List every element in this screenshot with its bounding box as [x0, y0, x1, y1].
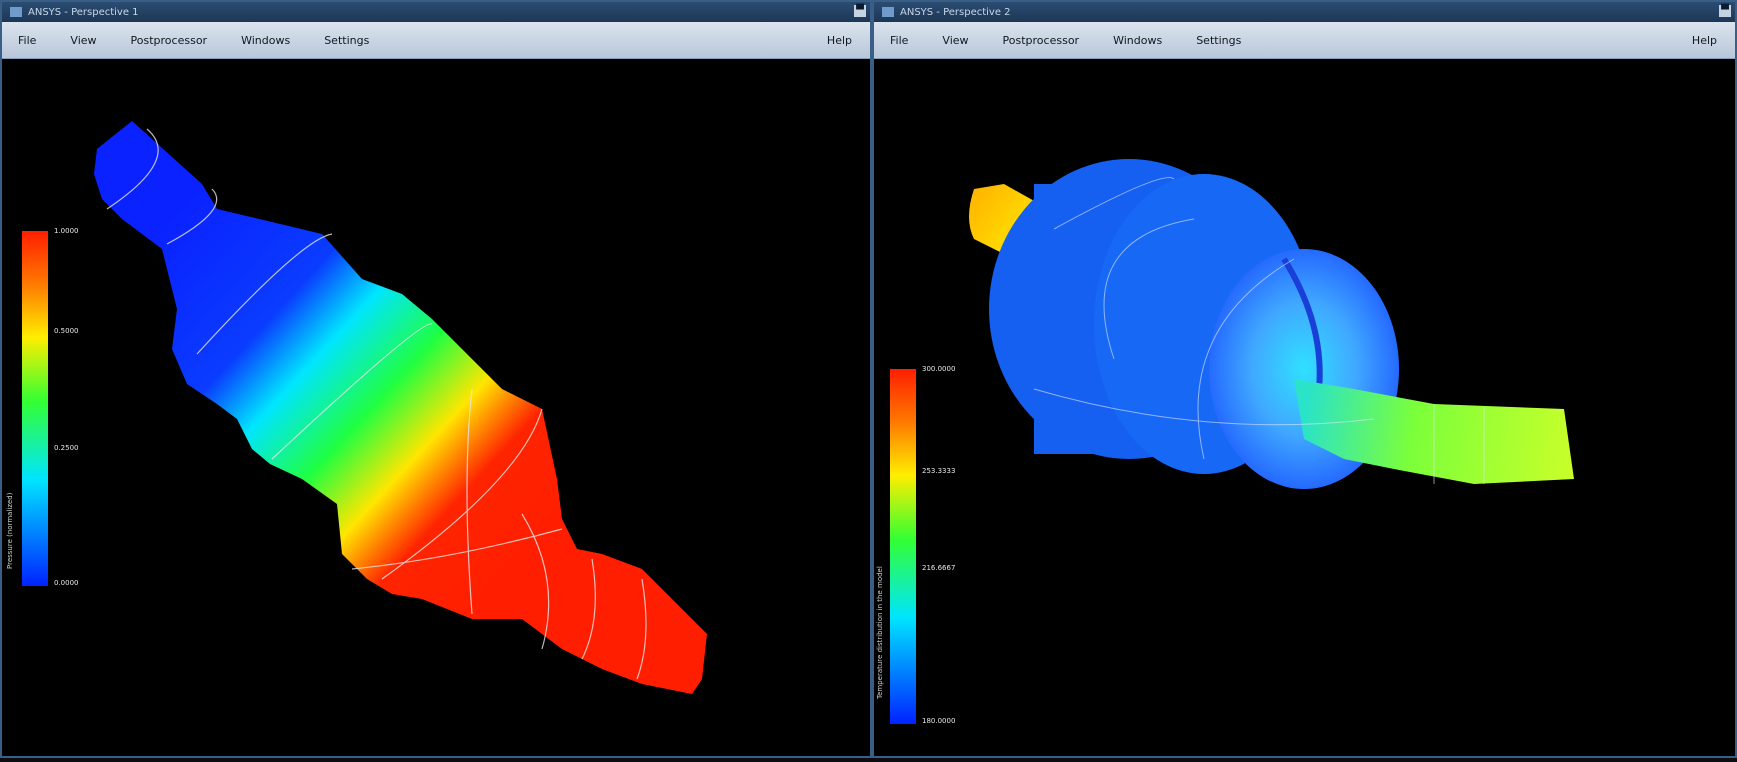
menu-file[interactable]: File — [890, 33, 909, 47]
window-title: ANSYS - Perspective 1 — [28, 6, 139, 18]
menu-help[interactable]: Help — [826, 33, 852, 47]
left-legend-mid1: 0.5000 — [54, 327, 79, 335]
left-legend-caption: Pressure (normalized) — [6, 492, 14, 569]
minimize-button[interactable]: ▀ — [854, 5, 866, 17]
left-legend-max: 1.0000 — [54, 227, 79, 235]
left-legend-min: 0.0000 — [54, 579, 79, 587]
left-model-render — [94, 121, 707, 694]
left-title-bar[interactable]: ANSYS - Perspective 1 ▀ — [2, 2, 870, 22]
menu-settings[interactable]: Settings — [1196, 33, 1242, 47]
menu-postprocessor[interactable]: Postprocessor — [1002, 33, 1080, 47]
menu-postprocessor[interactable]: Postprocessor — [130, 33, 208, 47]
menu-view[interactable]: View — [70, 33, 97, 47]
right-legend-max: 300.0000 — [922, 365, 956, 373]
minimize-button[interactable]: ▀ — [1719, 5, 1731, 17]
left-color-legend — [22, 231, 48, 586]
menu-windows[interactable]: Windows — [1113, 33, 1163, 47]
right-window: ANSYS - Perspective 2 ▀ File View Postpr… — [872, 0, 1737, 758]
part-shape — [94, 121, 707, 694]
mesh-lines — [1033, 177, 1485, 484]
right-legend-caption: Temperature distribution in the model — [876, 566, 884, 699]
window-title: ANSYS - Perspective 2 — [900, 6, 1011, 18]
menu-settings[interactable]: Settings — [324, 33, 370, 47]
mesh-lines — [106, 128, 647, 680]
menu-help[interactable]: Help — [1691, 33, 1717, 47]
right-legend-mid1: 253.3333 — [922, 467, 956, 475]
menu-file[interactable]: File — [18, 33, 37, 47]
right-3d-viewport[interactable]: 300.0000 253.3333 216.6667 180.0000 Temp… — [874, 59, 1735, 756]
right-legend-min: 180.0000 — [922, 717, 956, 725]
menu-view[interactable]: View — [942, 33, 969, 47]
left-3d-viewport[interactable]: 1.0000 0.5000 0.2500 0.0000 Pressure (no… — [2, 59, 870, 756]
right-color-legend — [890, 369, 916, 724]
app-icon — [882, 7, 894, 17]
menu-windows[interactable]: Windows — [241, 33, 291, 47]
right-menu-bar: File View Postprocessor Windows Settings… — [874, 22, 1735, 59]
right-model-render — [969, 159, 1574, 489]
right-title-bar[interactable]: ANSYS - Perspective 2 ▀ — [874, 2, 1735, 22]
right-legend-mid2: 216.6667 — [922, 564, 956, 572]
left-legend-mid2: 0.2500 — [54, 444, 79, 452]
left-menu-bar: File View Postprocessor Windows Settings… — [2, 22, 870, 59]
app-icon — [10, 7, 22, 17]
left-window: ANSYS - Perspective 1 ▀ File View Postpr… — [0, 0, 872, 758]
